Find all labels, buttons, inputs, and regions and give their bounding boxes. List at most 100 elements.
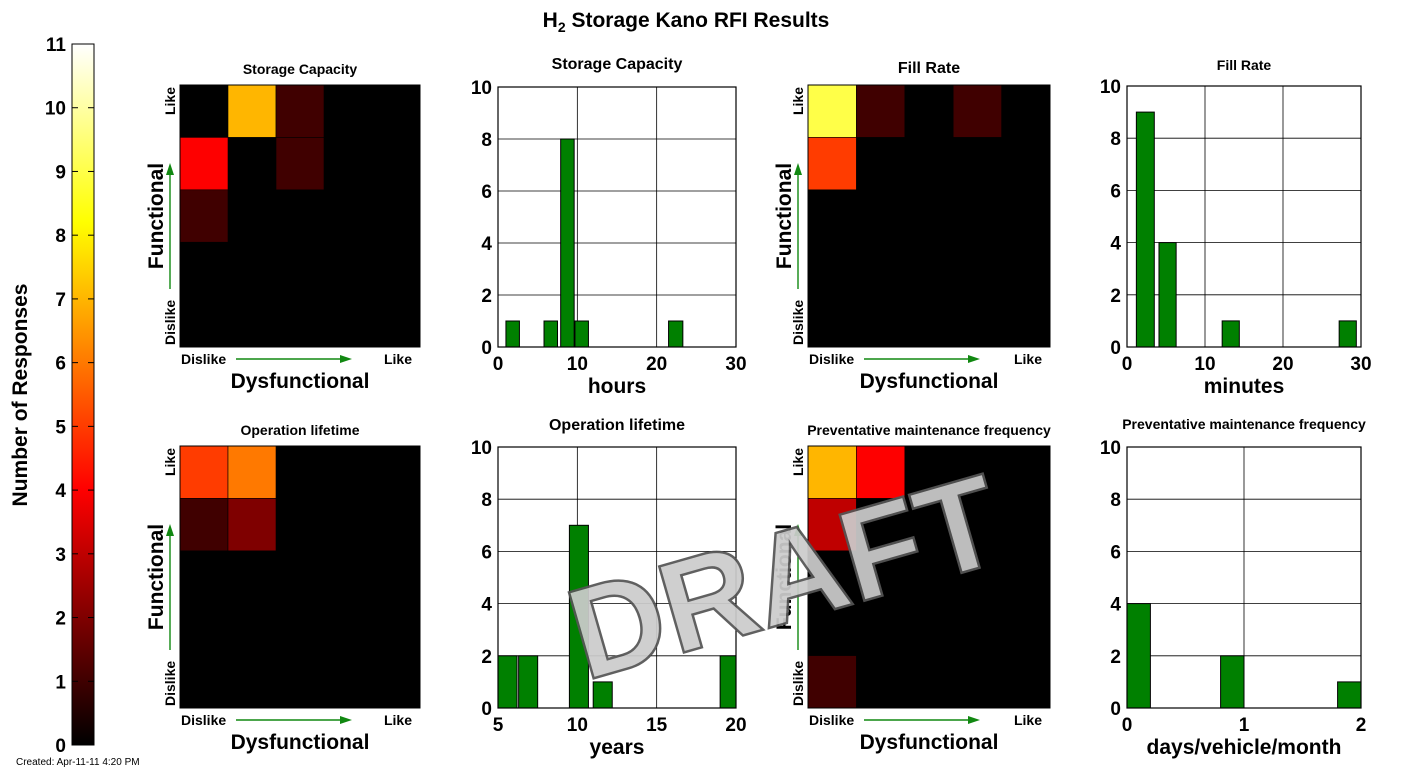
- heatmap-cell: [1001, 85, 1050, 138]
- heatmap-cell: [228, 655, 276, 708]
- heatmap-cell: [807, 445, 857, 499]
- y-like-label: Like: [790, 448, 806, 476]
- heat-storage-panel: Storage Capacity Dislike Like Dysfunctional…: [145, 61, 421, 393]
- heatmap-cell: [324, 655, 372, 708]
- hist-fill-panel: Fill Rate 0 2 4 6 8 10 0 10 20 30 minutes: [1100, 57, 1372, 398]
- heatmap-cell: [953, 242, 1002, 295]
- y-tick-label: 8: [1110, 490, 1121, 511]
- y-tick-label: 0: [481, 338, 492, 359]
- y-arrowhead-icon: [794, 163, 802, 175]
- panel-title: Storage Capacity: [552, 56, 683, 73]
- heatmap-cell: [904, 446, 954, 499]
- plot-frame: [497, 86, 737, 348]
- panel-title: Preventative maintenance frequency: [1122, 416, 1366, 432]
- colorbar-tick-label: 2: [55, 609, 66, 630]
- heatmap-cell: [275, 137, 325, 191]
- y-tick-label: 8: [481, 490, 492, 511]
- heatmap-cell: [856, 137, 905, 190]
- heatmap-cell: [953, 550, 1002, 604]
- heatmap-cell: [228, 294, 276, 347]
- heatmap-cell: [372, 242, 420, 295]
- histogram-bar: [560, 138, 575, 348]
- y-dislike-label: Dislike: [162, 300, 178, 345]
- y-tick-label: 10: [1100, 77, 1121, 98]
- colorbar-tick-label: 0: [55, 736, 66, 757]
- x-like-label: Like: [384, 351, 412, 367]
- heatmap-cell: [904, 85, 954, 138]
- panel-title: Fill Rate: [898, 60, 960, 77]
- panel-title: Storage Capacity: [243, 61, 358, 77]
- heatmap-cell: [372, 189, 420, 243]
- x-tick-label: 20: [646, 354, 667, 375]
- heatmap-cell: [808, 242, 857, 295]
- heatmap-cell: [180, 655, 228, 708]
- heatmap-cell: [1001, 603, 1050, 656]
- y-tick-label: 6: [1110, 181, 1121, 202]
- heat-life-panel: Operation lifetime Dislike Like Dysfunction…: [145, 422, 421, 754]
- heatmap-cell: [856, 445, 906, 499]
- heatmap-cell: [228, 242, 276, 295]
- heatmap-cell: [228, 137, 276, 190]
- heatmap-cell: [856, 655, 905, 708]
- x-like-label: Like: [1014, 712, 1042, 728]
- x-arrowhead-icon: [340, 355, 352, 363]
- heatmap-cell: [180, 603, 228, 656]
- heatmap-cell: [856, 498, 905, 551]
- x-axis-label: Dysfunctional: [860, 370, 999, 393]
- heatmap-cell: [324, 242, 372, 295]
- y-arrowhead-icon: [166, 163, 174, 175]
- histogram-bar: [543, 320, 558, 348]
- histogram-bar: [1337, 681, 1362, 709]
- y-tick-label: 2: [481, 286, 492, 307]
- y-tick-label: 0: [1110, 338, 1121, 359]
- x-like-label: Like: [1014, 351, 1042, 367]
- heatmap-cell: [1001, 294, 1050, 347]
- hist-life-panel: Operation lifetime 0 2 4 6 8 10 5 10 15 20 years: [471, 417, 747, 759]
- y-tick-label: 6: [481, 542, 492, 563]
- y-tick-label: 2: [481, 647, 492, 668]
- histogram-bar: [1221, 320, 1240, 348]
- x-axis-label: minutes: [1204, 375, 1285, 398]
- heatmap-cell: [180, 294, 228, 347]
- colorbar-tick-label: 7: [55, 290, 66, 311]
- y-axis-label: Functional: [773, 524, 796, 630]
- heatmap-cell: [372, 655, 420, 708]
- heatmap-cell: [1001, 655, 1050, 708]
- histogram-bar: [505, 320, 520, 348]
- heatmap-cell: [1001, 242, 1050, 295]
- x-tick-label: 20: [725, 715, 746, 736]
- histogram-bar: [668, 320, 684, 348]
- heatmap-cell: [952, 84, 1002, 138]
- heatmap-frame: [807, 445, 1051, 709]
- heatmap-cell: [807, 84, 857, 138]
- y-tick-label: 8: [481, 130, 492, 151]
- x-tick-label: 10: [567, 354, 588, 375]
- colorbar-tick-label: 10: [45, 99, 66, 120]
- heatmap-cell: [904, 242, 954, 295]
- heatmap-cell: [324, 603, 372, 656]
- heatmap-cell: [179, 445, 229, 499]
- y-like-label: Like: [790, 87, 806, 115]
- heatmap-cell: [276, 294, 324, 347]
- heatmap-cell: [372, 550, 420, 604]
- histogram-bar: [1135, 111, 1155, 348]
- panel-title: Preventative maintenance frequency: [807, 422, 1051, 438]
- colorbar-tick-label: 5: [55, 417, 66, 438]
- heatmap-cell: [856, 242, 905, 295]
- x-like-label: Like: [384, 712, 412, 728]
- heatmap-cell: [276, 550, 324, 604]
- colorbar-tick-label: 1: [55, 672, 66, 693]
- heatmap-cell: [276, 603, 324, 656]
- heatmap-cell: [276, 446, 324, 499]
- x-dislike-label: Dislike: [809, 351, 854, 367]
- heatmap-cell: [1001, 446, 1050, 499]
- histogram-bar: [1158, 242, 1177, 348]
- y-tick-label: 4: [1110, 595, 1121, 616]
- heatmap-cell: [904, 137, 954, 190]
- heatmap-cell: [1001, 550, 1050, 604]
- y-tick-label: 4: [481, 595, 492, 616]
- x-arrowhead-icon: [968, 716, 980, 724]
- x-axis-label: Dysfunctional: [231, 370, 370, 393]
- x-tick-label: 0: [493, 354, 504, 375]
